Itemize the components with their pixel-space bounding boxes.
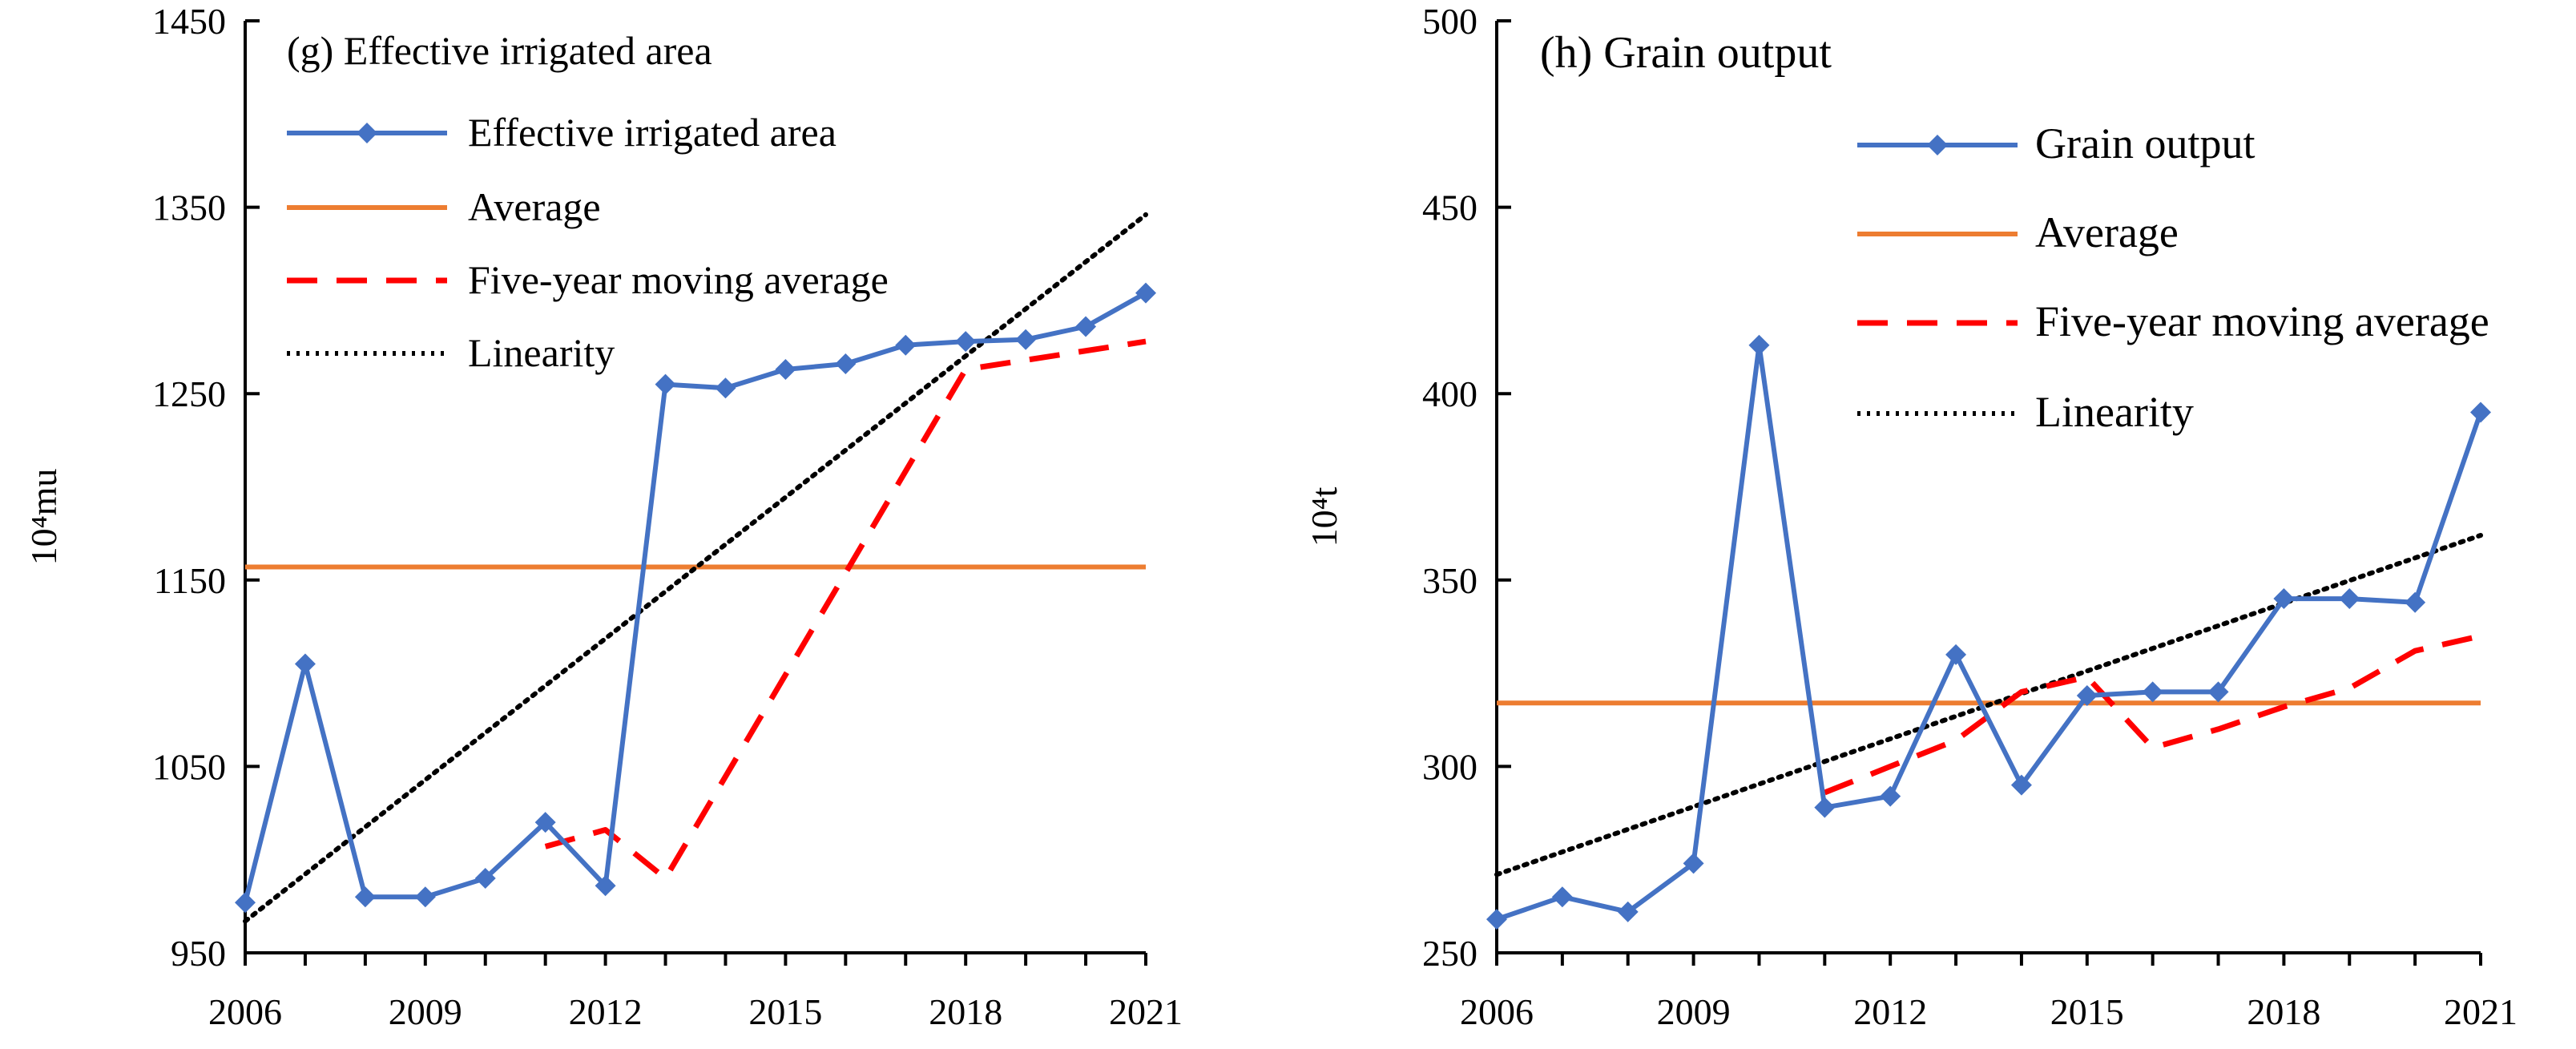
- data-point-marker: [655, 373, 676, 395]
- data-point-marker: [1617, 901, 1639, 922]
- legend-label-ma: Five-year moving average: [2035, 297, 2489, 345]
- chart-title: (g) Effective irrigated area: [287, 28, 712, 73]
- y-tick-label: 500: [1422, 1, 1477, 42]
- x-tick-label: 2021: [1109, 991, 1183, 1032]
- data-point-marker: [955, 331, 977, 353]
- data-point-marker: [1880, 785, 1901, 807]
- data-point-marker: [1135, 282, 1156, 304]
- chart-h-grain-output: (h) Grain output 10⁴t 250 300 350 400 450 500…: [1304, 1, 2518, 1032]
- legend-label-avg: Average: [2035, 208, 2179, 256]
- data-point-marker: [2010, 774, 2032, 796]
- data-point-marker: [2339, 588, 2360, 610]
- x-tick-label: 2009: [389, 991, 462, 1032]
- x-tick-label: 2015: [2050, 991, 2124, 1032]
- data-point-marker: [294, 653, 316, 675]
- y-tick-label: 300: [1422, 746, 1477, 787]
- y-tick-label: 1350: [152, 188, 226, 228]
- y-tick-label: 1450: [152, 1, 226, 42]
- chart-g-effective-irrigated-area: (g) Effective irrigated area 10⁴mu 950 10…: [23, 1, 1183, 1032]
- x-tick-label: 2021: [2444, 991, 2518, 1032]
- legend-marker: [1927, 135, 1948, 155]
- legend-marker: [357, 123, 377, 143]
- data-point-marker: [2273, 588, 2295, 610]
- data-point-marker: [1015, 329, 1037, 350]
- data-point-marker: [1814, 797, 1836, 818]
- data-point-marker: [474, 867, 496, 889]
- data-point-marker: [715, 377, 736, 399]
- data-point-marker: [835, 353, 857, 374]
- data-point-marker: [775, 358, 796, 380]
- data-point-marker: [1075, 316, 1097, 337]
- legend-label-lin: Linearity: [468, 330, 615, 375]
- data-point-marker: [2207, 681, 2229, 703]
- series-line-main: [243, 290, 1147, 903]
- x-tick-label: 2009: [1657, 991, 1731, 1032]
- data-point-marker: [895, 334, 917, 356]
- legend-label-ma: Five-year moving average: [468, 257, 889, 302]
- data-point-marker: [1683, 853, 1704, 874]
- series-line-lin: [243, 212, 1148, 924]
- data-point-marker: [1748, 334, 1770, 356]
- x-tick-label: 2018: [2247, 991, 2320, 1032]
- x-tick-label: 2006: [208, 991, 282, 1032]
- x-tick-label: 2006: [1460, 991, 1534, 1032]
- data-point-marker: [2405, 591, 2426, 613]
- series-line-ma: [544, 338, 1147, 882]
- data-point-marker: [354, 886, 376, 908]
- data-point-marker: [1945, 644, 1967, 665]
- data-point-marker: [2076, 685, 2098, 707]
- data-point-marker: [2470, 401, 2491, 423]
- data-point-marker: [2142, 681, 2163, 703]
- series-line-lin: [1494, 533, 2483, 878]
- y-tick-label: 1250: [152, 373, 226, 414]
- x-tick-label: 2018: [929, 991, 1002, 1032]
- data-point-marker: [595, 875, 616, 897]
- data-point-marker: [1551, 886, 1573, 908]
- y-tick-label: 1150: [154, 560, 226, 601]
- legend-label-main: Grain output: [2035, 119, 2255, 167]
- y-tick-label: 350: [1422, 560, 1477, 601]
- y-tick-label: 400: [1422, 373, 1477, 414]
- legend-label-lin: Linearity: [2035, 388, 2194, 436]
- chart-title: (h) Grain output: [1540, 28, 1832, 78]
- y-tick-label: 250: [1422, 933, 1477, 974]
- x-tick-label: 2015: [748, 991, 822, 1032]
- legend-label-avg: Average: [468, 184, 601, 229]
- y-tick-label: 950: [171, 933, 226, 974]
- x-tick-label: 2012: [1853, 991, 1927, 1032]
- y-axis-label: 10⁴t: [1304, 486, 1344, 547]
- x-tick-label: 2012: [569, 991, 643, 1032]
- legend-label-main: Effective irrigated area: [468, 110, 836, 155]
- y-tick-label: 450: [1422, 188, 1477, 228]
- data-point-marker: [1486, 909, 1507, 930]
- data-point-marker: [534, 812, 556, 833]
- data-point-marker: [235, 892, 256, 914]
- data-point-marker: [414, 886, 436, 908]
- series-line-main: [1496, 342, 2483, 922]
- y-axis-label: 10⁴mu: [23, 469, 64, 566]
- series-line-ma: [1824, 633, 2481, 796]
- y-tick-label: 1050: [152, 746, 226, 787]
